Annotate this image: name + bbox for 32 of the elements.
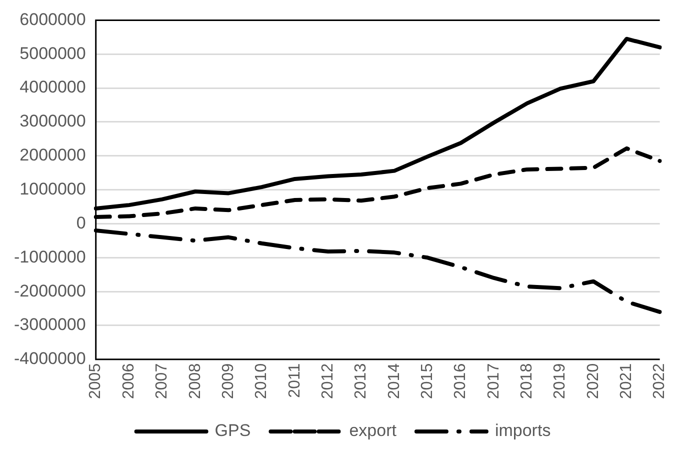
- y-tick-label: 5000000: [20, 44, 86, 63]
- x-tick-label: 2012: [319, 363, 336, 399]
- x-tick-label: 2013: [352, 363, 370, 399]
- y-tick-label: 6000000: [20, 10, 86, 29]
- y-tick-label: 4000000: [20, 78, 86, 97]
- x-tick-label: 2017: [485, 363, 502, 399]
- x-tick-label: 2005: [87, 363, 104, 399]
- x-tick-label: 2014: [386, 363, 403, 399]
- legend-label: imports: [494, 421, 551, 440]
- y-tick-label: 1000000: [20, 179, 86, 198]
- y-tick-label: -3000000: [14, 315, 86, 334]
- x-tick-label: 2018: [518, 363, 536, 399]
- x-tick-label: 2007: [154, 363, 171, 399]
- x-tick-label: 2008: [186, 363, 204, 399]
- x-tick-label: 2010: [253, 363, 270, 399]
- x-tick-label: 2015: [418, 363, 436, 399]
- y-tick-label: 3000000: [20, 112, 86, 131]
- legend-label: export: [349, 421, 397, 440]
- x-tick-label: 2021: [618, 363, 636, 399]
- legend-label: GPS: [214, 421, 251, 440]
- y-tick-label: 2000000: [20, 146, 86, 165]
- x-tick-label: 2020: [584, 363, 602, 399]
- y-tick-label: -1000000: [14, 247, 86, 266]
- y-tick-label: -4000000: [14, 349, 86, 368]
- x-tick-label: 2016: [452, 363, 470, 399]
- x-tick-label: 2011: [286, 363, 304, 398]
- x-tick-label: 2009: [220, 363, 237, 399]
- y-tick-label: -2000000: [14, 281, 86, 300]
- x-tick-label: 2019: [552, 363, 569, 399]
- y-tick-label: 0: [76, 213, 86, 232]
- x-tick-label: 2022: [651, 363, 668, 399]
- x-tick-label: 2006: [120, 363, 138, 399]
